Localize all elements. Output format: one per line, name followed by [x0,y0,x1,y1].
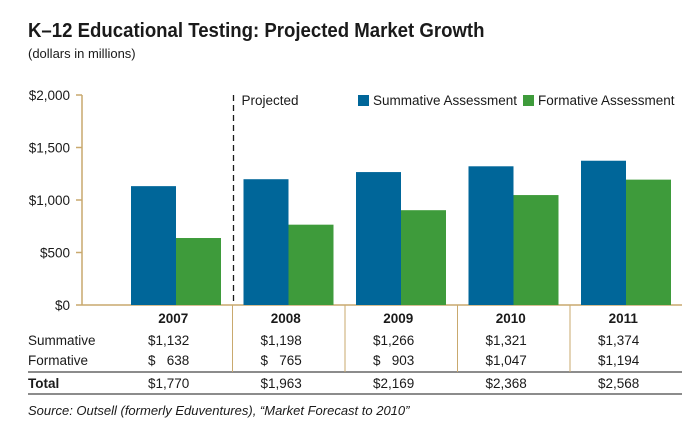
table-cell: $1,194 [598,353,640,368]
y-tick-label: $0 [55,298,70,313]
table-cell: $1,374 [598,333,640,348]
chart-subtitle: (dollars in millions) [28,46,136,61]
table-cell: $ 638 [148,353,189,368]
formative-bar-2010 [513,195,559,305]
legend-formative-text: Formative Assessment [538,93,675,108]
projected-label: Projected [242,93,299,108]
legend-formative-swatch [523,95,534,106]
table-cell: $1,047 [486,353,527,368]
x-category-label: 2010 [496,311,526,326]
y-tick-label: $500 [40,246,70,261]
table-cell: $ 765 [261,353,302,368]
table-total-cell: $2,368 [486,376,527,391]
table-row-label: Formative [28,353,88,368]
table-total-cell: $1,963 [261,376,302,391]
source-note: Source: Outsell (formerly Eduventures), … [28,403,410,418]
x-category-label: 2011 [609,311,639,326]
formative-bar-2008 [288,224,334,305]
x-category-label: 2009 [383,311,413,326]
summative-bar-2011 [581,160,626,305]
table-cell: $1,132 [148,333,189,348]
chart-title: K–12 Educational Testing: Projected Mark… [28,20,485,42]
table-row-label: Summative [28,333,96,348]
table-total-label: Total [28,376,59,391]
table-cell: $1,266 [373,333,414,348]
y-tick-label: $2,000 [29,88,70,103]
summative-bar-2009 [356,172,401,305]
y-tick-label: $1,500 [29,141,70,156]
table-total-cell: $1,770 [148,376,189,391]
table-cell: $ 903 [373,353,414,368]
summative-bar-2008 [243,179,289,305]
table-cell: $1,198 [261,333,302,348]
x-category-label: 2008 [271,311,302,326]
summative-bar-2007 [131,186,176,305]
table-total-cell: $2,169 [373,376,414,391]
table-cell: $1,321 [486,333,527,348]
x-category-label: 2007 [158,311,188,326]
formative-bar-2007 [176,238,221,305]
summative-bar-2010 [468,166,514,305]
y-tick-label: $1,000 [29,193,70,208]
formative-bar-2011 [626,179,671,305]
legend-summative-text: Summative Assessment [373,93,517,108]
formative-bar-2009 [401,210,446,305]
table-total-cell: $2,568 [598,376,639,391]
legend-summative-swatch [358,95,369,106]
